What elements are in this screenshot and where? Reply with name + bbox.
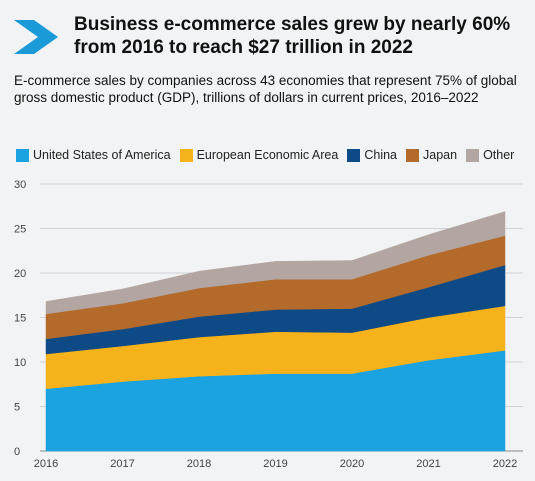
legend: United States of America European Econom… <box>16 148 523 162</box>
y-tick-label: 15 <box>14 313 26 325</box>
legend-label: European Economic Area <box>196 148 339 162</box>
x-tick-label: 2021 <box>416 458 440 470</box>
y-tick-label: 0 <box>14 446 20 458</box>
chart-title: Business e-commerce sales grew by nearly… <box>74 14 511 58</box>
legend-item-japan: Japan <box>406 148 457 162</box>
legend-swatch <box>347 148 361 162</box>
area-other <box>45 211 506 315</box>
legend-swatch <box>406 148 420 162</box>
x-tick-label: 2016 <box>34 458 58 470</box>
chevron-right-icon <box>14 20 58 54</box>
legend-swatch <box>179 148 193 162</box>
legend-swatch <box>466 148 480 162</box>
y-tick-label: 25 <box>14 224 26 236</box>
y-tick-label: 20 <box>14 268 26 280</box>
x-tick-label: 2017 <box>110 458 134 470</box>
x-tick-label: 2018 <box>187 458 211 470</box>
legend-item-china: China <box>347 148 397 162</box>
x-tick-label: 2020 <box>340 458 364 470</box>
legend-item-eea: European Economic Area <box>179 148 339 162</box>
legend-item-other: Other <box>466 148 514 162</box>
legend-label: Other <box>483 148 515 162</box>
chart-subtitle: E-commerce sales by companies across 43 … <box>14 73 517 105</box>
x-tick-label: 2019 <box>263 458 287 470</box>
y-tick-label: 10 <box>14 357 26 369</box>
legend-swatch <box>16 148 29 162</box>
legend-label: United States of America <box>33 148 171 162</box>
x-tick-label: 2022 <box>493 458 517 470</box>
y-tick-label: 5 <box>14 402 20 414</box>
legend-label: China <box>364 148 398 162</box>
y-tick-label: 30 <box>14 179 26 191</box>
legend-item-usa: United States of America <box>16 148 171 162</box>
legend-label: Japan <box>423 148 458 162</box>
